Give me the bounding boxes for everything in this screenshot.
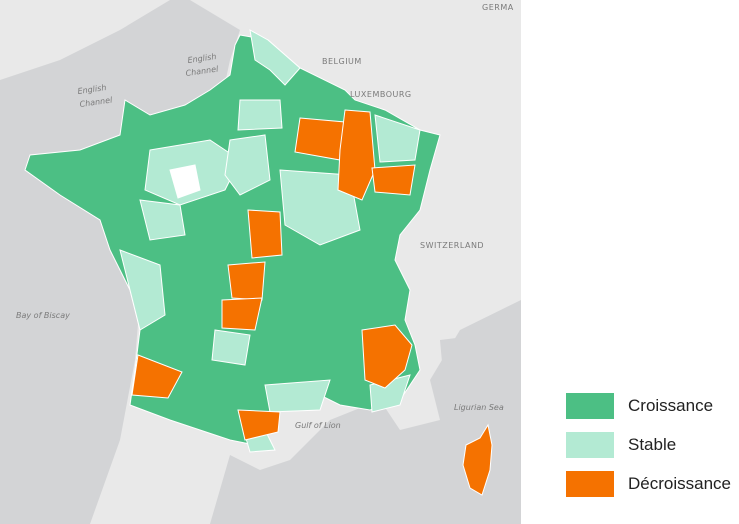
legend-label: Décroissance <box>628 474 731 493</box>
region <box>131 354 183 399</box>
region <box>237 409 281 441</box>
region <box>249 29 301 86</box>
region <box>361 324 413 389</box>
region <box>294 117 346 161</box>
map-label: English <box>187 52 217 65</box>
map-label: BELGIUM <box>322 57 362 66</box>
region <box>221 297 263 331</box>
map-label: Bay of Biscay <box>16 311 70 320</box>
legend-label: Stable <box>628 435 677 454</box>
map: GERMABELGIUMLUXEMBOURGEnglishChannelEngl… <box>0 0 521 524</box>
legend-item: Stable <box>566 432 731 458</box>
map-label: LUXEMBOURG <box>350 90 412 99</box>
region <box>374 114 421 163</box>
region <box>227 261 266 301</box>
region <box>371 164 416 196</box>
legend-swatch <box>566 471 614 497</box>
legend-swatch <box>566 432 614 458</box>
map-label: SWITZERLAND <box>420 241 484 250</box>
map-label: Ligurian Sea <box>454 403 504 412</box>
region <box>139 199 186 241</box>
region <box>247 209 283 259</box>
legend-label: Croissance <box>628 396 714 415</box>
sea <box>430 330 521 524</box>
legend-item: Croissance <box>566 393 731 419</box>
corsica <box>462 423 493 496</box>
map-label: Gulf of Lion <box>295 421 341 430</box>
legend-item: Décroissance <box>566 471 731 497</box>
region <box>337 109 376 201</box>
legend: Croissance Stable Décroissance <box>566 393 731 510</box>
map-label: English <box>77 83 107 96</box>
region <box>224 134 271 196</box>
region <box>211 329 251 366</box>
region <box>237 99 283 131</box>
map-label: GERMA <box>482 3 514 12</box>
legend-swatch <box>566 393 614 419</box>
regions <box>24 29 493 496</box>
land <box>0 0 170 80</box>
region <box>119 249 166 331</box>
region <box>169 164 201 199</box>
region <box>264 379 331 413</box>
